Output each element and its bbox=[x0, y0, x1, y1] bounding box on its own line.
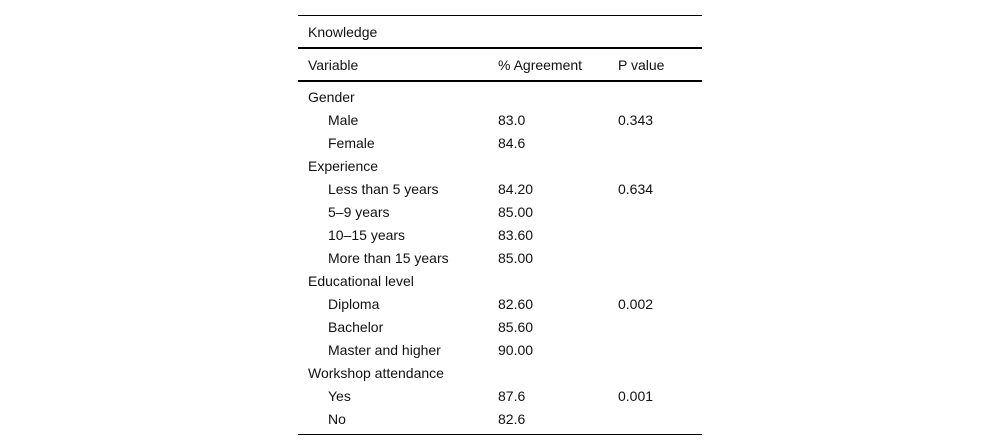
table-row: Diploma 82.60 0.002 bbox=[298, 292, 702, 315]
group-label: Experience bbox=[308, 157, 379, 174]
agreement-cell: 85.00 bbox=[498, 249, 534, 266]
table-row: No 82.6 bbox=[298, 407, 702, 430]
variable-cell: Less than 5 years bbox=[328, 180, 439, 197]
table-row-group-gender: Gender bbox=[298, 85, 702, 108]
table-row: Yes 87.6 0.001 bbox=[298, 384, 702, 407]
column-header-variable: Variable bbox=[308, 56, 359, 73]
group-label: Workshop attendance bbox=[308, 364, 444, 381]
variable-cell: Master and higher bbox=[328, 341, 441, 358]
table-row-group-educational-level: Educational level bbox=[298, 269, 702, 292]
variable-cell: 5–9 years bbox=[328, 203, 390, 220]
agreement-cell: 82.60 bbox=[498, 295, 534, 312]
agreement-cell: 85.60 bbox=[498, 318, 534, 335]
table-row-group-experience: Experience bbox=[298, 154, 702, 177]
table-title: Knowledge bbox=[308, 23, 378, 40]
group-label: Gender bbox=[308, 88, 355, 105]
table-title-row: Knowledge bbox=[298, 16, 702, 49]
variable-cell: 10–15 years bbox=[328, 226, 406, 243]
variable-cell: Male bbox=[328, 111, 359, 128]
table-row: More than 15 years 85.00 bbox=[298, 246, 702, 269]
agreement-cell: 87.6 bbox=[498, 387, 526, 404]
table-row: Master and higher 90.00 bbox=[298, 338, 702, 361]
pvalue-cell: 0.343 bbox=[618, 111, 654, 128]
column-header-agreement: % Agreement bbox=[498, 56, 583, 73]
table-row: Less than 5 years 84.20 0.634 bbox=[298, 177, 702, 200]
knowledge-table: Knowledge Variable % Agreement P value G… bbox=[298, 15, 702, 435]
table-row: 10–15 years 83.60 bbox=[298, 223, 702, 246]
table-row: Female 84.6 bbox=[298, 131, 702, 154]
table-body: Gender Male 83.0 0.343 Female 84.6 Exper… bbox=[298, 82, 702, 434]
agreement-cell: 84.6 bbox=[498, 134, 526, 151]
pvalue-cell: 0.634 bbox=[618, 180, 654, 197]
pvalue-cell: 0.001 bbox=[618, 387, 654, 404]
variable-cell: Female bbox=[328, 134, 375, 151]
table-row: Male 83.0 0.343 bbox=[298, 108, 702, 131]
agreement-cell: 83.0 bbox=[498, 111, 526, 128]
variable-cell: Bachelor bbox=[328, 318, 384, 335]
table-header-row: Variable % Agreement P value bbox=[298, 49, 702, 82]
pvalue-cell: 0.002 bbox=[618, 295, 654, 312]
agreement-cell: 84.20 bbox=[498, 180, 534, 197]
table-row: 5–9 years 85.00 bbox=[298, 200, 702, 223]
variable-cell: Diploma bbox=[328, 295, 380, 312]
variable-cell: Yes bbox=[328, 387, 351, 404]
agreement-cell: 83.60 bbox=[498, 226, 534, 243]
agreement-cell: 90.00 bbox=[498, 341, 534, 358]
table-row-group-workshop-attendance: Workshop attendance bbox=[298, 361, 702, 384]
agreement-cell: 85.00 bbox=[498, 203, 534, 220]
group-label: Educational level bbox=[308, 272, 414, 289]
variable-cell: No bbox=[328, 410, 346, 427]
column-header-pvalue: P value bbox=[618, 56, 665, 73]
table-row: Bachelor 85.60 bbox=[298, 315, 702, 338]
agreement-cell: 82.6 bbox=[498, 410, 526, 427]
variable-cell: More than 15 years bbox=[328, 249, 449, 266]
